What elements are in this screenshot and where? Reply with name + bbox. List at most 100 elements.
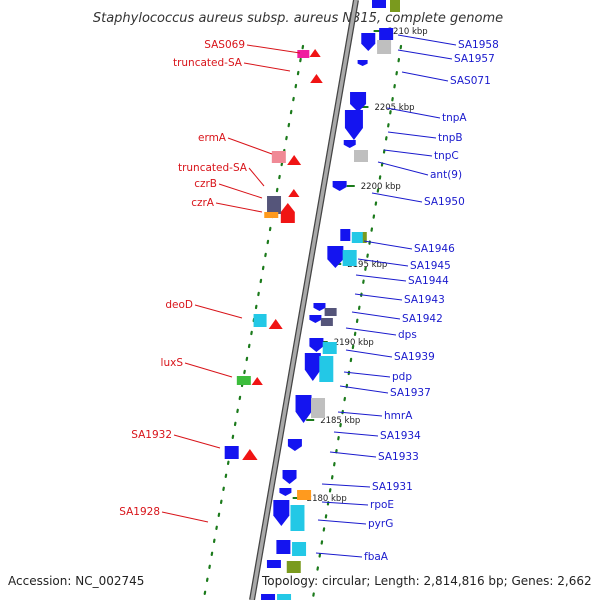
cds-arrow-reverse xyxy=(327,246,344,268)
reverse-cds xyxy=(390,0,400,12)
cds-arrow-forward xyxy=(280,203,295,223)
gene-label-text: czrA xyxy=(191,197,215,209)
forward-cds xyxy=(253,314,267,327)
label-leader-line xyxy=(401,71,449,82)
gene-label-text: truncated-SA xyxy=(178,162,248,174)
features xyxy=(224,0,400,600)
label-leader-line xyxy=(383,149,433,157)
gene-label-ant-9[interactable]: ant(9) xyxy=(377,161,462,181)
label-leader-line xyxy=(321,501,369,506)
gene-label-sa1943[interactable]: SA1943 xyxy=(354,293,445,306)
gene-label-text: SA1946 xyxy=(414,243,455,255)
gene-label-erma[interactable]: ermA xyxy=(198,132,273,155)
gene-label-tnpc[interactable]: tnpC xyxy=(383,149,459,162)
cds-arrow-forward xyxy=(242,449,258,460)
reverse-cds xyxy=(297,490,312,500)
gene-label-text: SA1931 xyxy=(372,481,413,493)
gene-label-sa1945[interactable]: SA1945 xyxy=(357,258,451,272)
track-guides xyxy=(202,44,403,600)
label-leader-line xyxy=(345,349,393,358)
label-leader-line xyxy=(317,519,367,525)
gene-label-text: SA1944 xyxy=(408,275,449,287)
gene-label-text: SA1943 xyxy=(404,294,445,306)
gene-label-text: ant(9) xyxy=(430,169,462,181)
gene-label-sa1928[interactable]: SA1928 xyxy=(119,506,209,523)
label-leader-line xyxy=(343,371,391,378)
scale-tick-label: 2185 kbp xyxy=(320,416,360,426)
gene-label-sa1939[interactable]: SA1939 xyxy=(345,349,435,363)
gene-label-hmra[interactable]: hmrA xyxy=(337,410,413,422)
cds-arrow-forward xyxy=(268,319,283,329)
reverse-cds xyxy=(351,232,364,243)
gene-label-sa1944[interactable]: SA1944 xyxy=(355,274,449,287)
reverse-cds xyxy=(311,398,326,418)
gene-label-sa1957[interactable]: SA1957 xyxy=(397,49,495,65)
gene-label-pyrg[interactable]: pyrG xyxy=(317,518,393,530)
gene-label-sa1946[interactable]: SA1946 xyxy=(363,240,455,255)
gene-label-truncated-sa[interactable]: truncated-SA xyxy=(173,57,291,72)
label-leader-line xyxy=(246,44,301,54)
gene-label-text: fbaA xyxy=(364,551,389,563)
gene-label-sa1958[interactable]: SA1958 xyxy=(397,34,499,51)
scale-ticks: 2210 kbp 2205 kbp 2200 kbp 2195 kbp 2190 kbp… xyxy=(292,27,428,504)
cds-arrow-reverse xyxy=(309,315,322,323)
gene-label-truncated-sa[interactable]: truncated-SA xyxy=(178,162,265,187)
reverse-cds xyxy=(276,540,291,554)
label-leader-line xyxy=(363,240,413,250)
reverse-cds xyxy=(372,0,386,8)
reverse-cds xyxy=(266,560,281,568)
label-leader-line xyxy=(218,183,263,199)
gene-label-czrb[interactable]: czrB xyxy=(194,178,263,199)
forward-cds xyxy=(267,196,282,214)
gene-label-text: tnpA xyxy=(442,112,467,124)
forward-cds xyxy=(264,212,279,218)
gene-label-text: pdp xyxy=(392,371,412,383)
reverse-cds xyxy=(319,356,334,382)
gene-label-sa1933[interactable]: SA1933 xyxy=(329,451,419,463)
label-leader-line xyxy=(315,552,363,558)
reverse-cds xyxy=(290,505,305,531)
gene-label-pdp[interactable]: pdp xyxy=(343,371,412,383)
cds-arrow-reverse xyxy=(343,140,356,148)
gene-label-text: deoD xyxy=(165,299,193,311)
gene-label-sas069[interactable]: SAS069 xyxy=(204,39,301,54)
gene-label-text: SAS071 xyxy=(450,75,491,87)
gene-label-sa1942[interactable]: SA1942 xyxy=(351,311,443,325)
gene-label-tnpa[interactable]: tnpA xyxy=(386,107,467,124)
gene-label-sa1937[interactable]: SA1937 xyxy=(339,385,431,399)
gene-labels: SAS069 truncated-SA ermA truncated-SA czrB cz… xyxy=(119,34,499,563)
gene-label-text: SA1939 xyxy=(394,351,435,363)
label-leader-line xyxy=(377,161,429,176)
gene-label-fbaa[interactable]: fbaA xyxy=(315,551,389,563)
gene-label-sa1950[interactable]: SA1950 xyxy=(371,192,465,208)
cds-arrow-reverse xyxy=(282,470,297,484)
gene-label-sa1932[interactable]: SA1932 xyxy=(131,429,221,449)
label-leader-line xyxy=(371,192,423,203)
gene-label-sas071[interactable]: SAS071 xyxy=(401,71,491,87)
gene-label-text: SA1928 xyxy=(119,506,160,518)
label-leader-line xyxy=(184,362,233,378)
label-leader-line xyxy=(173,434,221,449)
reverse-cds xyxy=(354,150,368,162)
accession-text: Accession: NC_002745 xyxy=(8,574,145,588)
gene-label-deod[interactable]: deoD xyxy=(165,299,243,319)
gene-label-sa1931[interactable]: SA1931 xyxy=(321,481,413,493)
gene-label-text: luxS xyxy=(161,357,184,369)
gene-label-luxs[interactable]: luxS xyxy=(161,357,233,378)
gene-label-sa1934[interactable]: SA1934 xyxy=(333,430,421,442)
gene-label-text: SA1942 xyxy=(402,313,443,325)
gene-label-text: SA1932 xyxy=(131,429,172,441)
scale-tick-label: 2195 kbp xyxy=(347,260,387,270)
reverse-cds xyxy=(340,229,351,241)
gene-label-rpoe[interactable]: rpoE xyxy=(321,499,394,511)
gene-label-dps[interactable]: dps xyxy=(345,327,417,341)
label-leader-line xyxy=(194,304,243,319)
label-leader-line xyxy=(227,137,273,155)
reverse-cds xyxy=(286,561,301,573)
label-leader-line xyxy=(357,258,409,267)
gene-label-text: SA1958 xyxy=(458,39,499,51)
cds-arrow-forward xyxy=(251,377,263,385)
gene-label-tnpb[interactable]: tnpB xyxy=(387,131,463,144)
gene-label-czra[interactable]: czrA xyxy=(191,197,263,213)
